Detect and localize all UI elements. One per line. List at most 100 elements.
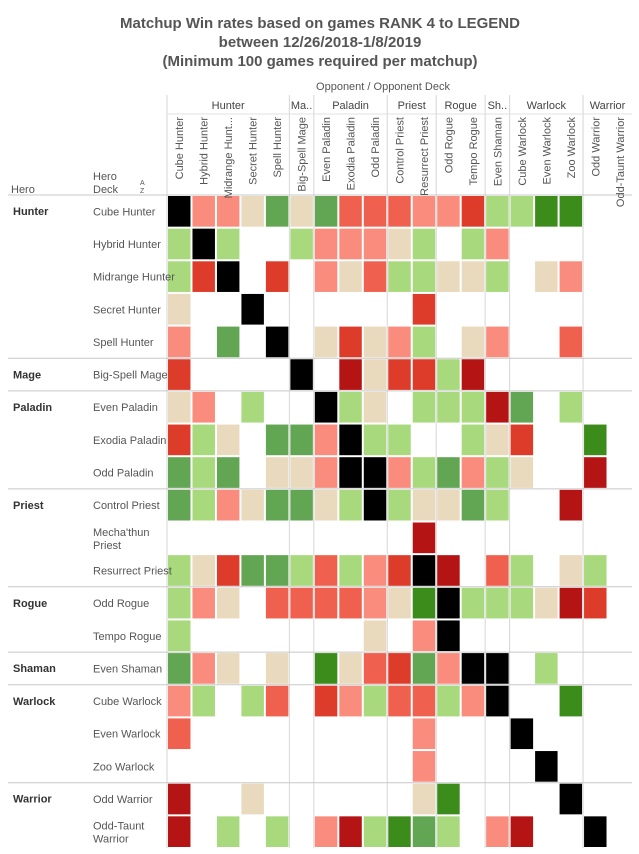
sort-descending-icon[interactable]: A Z (140, 180, 145, 195)
heatmap-cell (192, 489, 215, 521)
heatmap-cell (461, 228, 485, 260)
heatmap-cell (192, 685, 215, 717)
heatmap-cell (363, 620, 387, 652)
heatmap-cell (559, 391, 583, 423)
heatmap-cell (168, 457, 191, 488)
heatmap-cell (461, 653, 485, 684)
heatmap-cell (363, 816, 387, 847)
heatmap-cell (314, 816, 338, 847)
heatmap-cell (339, 685, 362, 717)
heatmap-cell (168, 718, 191, 750)
row-hero-label: Warrior (13, 794, 52, 806)
col-deck-label: Midrange Hunt... (223, 117, 235, 198)
heatmap-cell (461, 196, 485, 227)
row-deck-label: Control Priest (93, 500, 160, 512)
row-deck-label: Mecha'thun (93, 527, 150, 539)
heatmap-cell (363, 196, 387, 227)
heatmap-cell (265, 489, 289, 521)
col-group-label: Hunter (212, 100, 245, 112)
col-deck-label: Exodia Paladin (346, 117, 358, 190)
heatmap-cell (314, 457, 338, 488)
heatmap-cell (510, 424, 534, 456)
heatmap-cell (437, 489, 460, 521)
row-deck-label: Hybrid Hunter (93, 239, 161, 251)
heatmap-cell (216, 555, 240, 586)
heatmap-cell (437, 587, 460, 619)
row-hero-label: Rogue (13, 598, 47, 610)
heatmap-cell (168, 293, 191, 325)
heatmap-cell (437, 391, 460, 423)
col-deck-label: Secret Hunter (248, 117, 260, 185)
svg-text:A: A (140, 180, 145, 187)
col-group-label: Ma.. (291, 100, 312, 112)
heatmap-cell (241, 391, 264, 423)
row-deck-label-cont: Priest (93, 540, 121, 552)
heatmap-cell (461, 326, 485, 358)
row-header-hero-2: Hero (93, 171, 117, 183)
heatmap-cell (363, 653, 387, 684)
heatmap-cell (510, 816, 534, 847)
col-deck-label: Even Shaman (492, 117, 504, 186)
heatmap-cell (363, 587, 387, 619)
heatmap-cell (168, 620, 191, 652)
heatmap-cell (216, 196, 240, 227)
heatmap-cell (412, 751, 436, 782)
row-deck-label: Odd Warrior (93, 794, 153, 806)
chart-title-line-3: (Minimum 100 games required per matchup) (162, 53, 477, 70)
heatmap-cell (461, 424, 485, 456)
heatmap-cell (290, 457, 313, 488)
heatmap-cell (486, 326, 509, 358)
heatmap-cell (216, 653, 240, 684)
heatmap-cell (192, 391, 215, 423)
heatmap-cell (290, 587, 313, 619)
heatmap-cell (412, 685, 436, 717)
heatmap-cell (412, 555, 436, 586)
row-deck-label: Odd-Taunt (93, 821, 144, 833)
heatmap-cell (241, 685, 264, 717)
heatmap-cell (461, 359, 485, 390)
row-deck-label: Resurrect Priest (93, 565, 172, 577)
row-hero-label: Shaman (13, 663, 56, 675)
heatmap-cell (339, 391, 362, 423)
heatmap-cell (192, 555, 215, 586)
heatmap-cell (388, 196, 411, 227)
heatmap-cell (510, 718, 534, 750)
heatmap-cell (168, 555, 191, 586)
col-deck-label: Even Paladin (321, 117, 333, 182)
col-deck-label: Even Warlock (541, 117, 553, 185)
heatmap-cell (486, 391, 509, 423)
column-header-label: Opponent / Opponent Deck (316, 81, 450, 93)
col-group-label: Rogue (444, 100, 476, 112)
row-hero-label: Priest (13, 500, 44, 512)
heatmap-cell (168, 391, 191, 423)
heatmap-cell (339, 196, 362, 227)
heatmap-cell (216, 424, 240, 456)
heatmap-cell (412, 489, 436, 521)
heatmap-cell (559, 587, 583, 619)
heatmap-cell (314, 391, 338, 423)
col-group-label: Sh.. (488, 100, 508, 112)
heatmap-cell (339, 816, 362, 847)
row-deck-label: Even Warlock (93, 729, 161, 741)
heatmap-cell (265, 587, 289, 619)
heatmap-cell (192, 261, 215, 292)
heatmap-cell (388, 326, 411, 358)
heatmap-cell (486, 228, 509, 260)
heatmap-cell (559, 555, 583, 586)
col-deck-label: Zoo Warlock (566, 117, 578, 179)
heatmap-cell (216, 261, 240, 292)
heatmap-cell (339, 359, 362, 390)
heatmap-cell (314, 424, 338, 456)
col-group-label: Priest (398, 100, 426, 112)
heatmap-cell (461, 489, 485, 521)
heatmap-cell (412, 391, 436, 423)
heatmap-cell (559, 685, 583, 717)
heatmap-cell (437, 816, 460, 847)
heatmap-cell (388, 587, 411, 619)
row-hero-label: Hunter (13, 206, 49, 218)
heatmap-cell (412, 587, 436, 619)
heatmap-cell (412, 228, 436, 260)
row-header-hero: Hero (11, 184, 35, 196)
heatmap-cell (584, 587, 607, 619)
heatmap-cell (535, 653, 558, 684)
